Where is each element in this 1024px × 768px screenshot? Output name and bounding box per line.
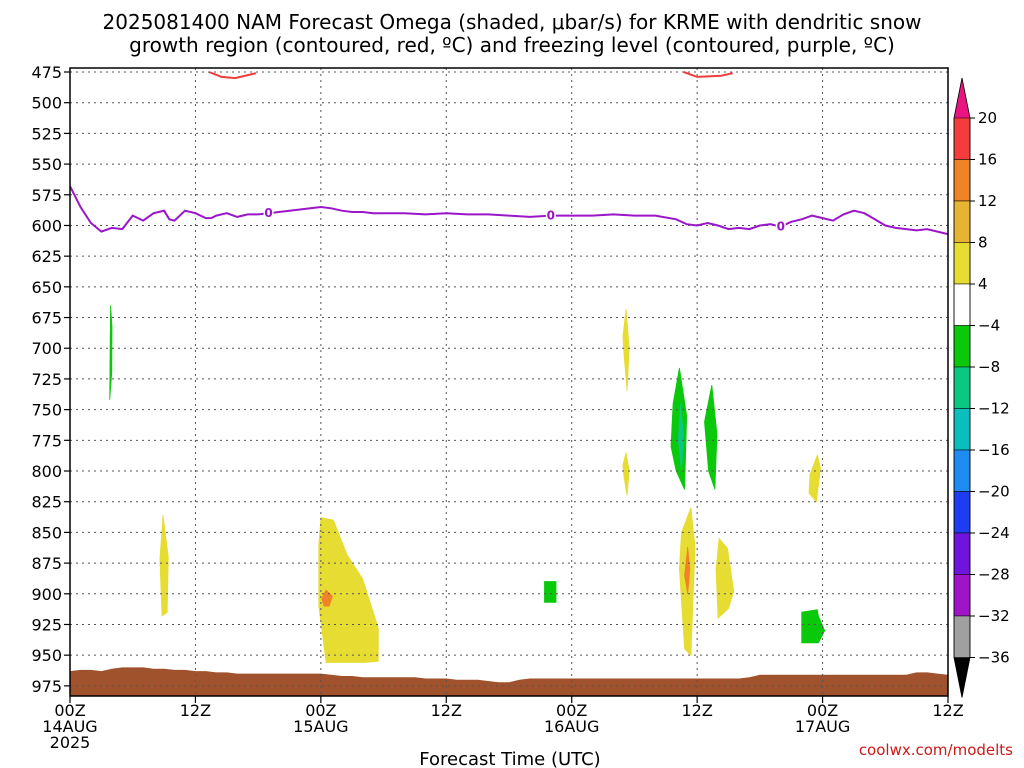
- colorbar-label-13: −36: [978, 649, 1010, 667]
- colorbar-swatch-2: [953, 159, 971, 202]
- y-tick-label-900: 900: [31, 585, 62, 604]
- colorbar-label-1: 16: [978, 151, 997, 169]
- colorbar-label-0: 20: [978, 109, 997, 127]
- freezing-level-label-2: 0: [777, 220, 785, 234]
- colorbar-label-4: 4: [978, 275, 988, 293]
- y-tick-label-950: 950: [31, 646, 62, 665]
- omega-region-6: [622, 452, 630, 496]
- plot-frame: [69, 67, 949, 697]
- omega-region-2: [318, 517, 379, 663]
- x-tick-label-0-0: 00Z: [54, 701, 85, 720]
- x-tick-label-36-0: 12Z: [431, 701, 462, 720]
- chart-title-line-2: growth region (contoured, red, ºC) and f…: [129, 33, 895, 57]
- omega-region-14: [801, 609, 826, 644]
- x-tick-label-60-0: 12Z: [681, 701, 712, 720]
- omega-region-9: [704, 385, 718, 490]
- colorbar-label-12: −32: [978, 607, 1010, 625]
- colorbar-swatch-10: [953, 491, 971, 534]
- y-tick-label-575: 575: [31, 186, 62, 205]
- colorbar-label-6: −8: [978, 358, 1000, 376]
- y-tick-label-600: 600: [31, 216, 62, 235]
- freezing-label-bg-0: [263, 205, 274, 220]
- x-tick-label-12-0: 12Z: [180, 701, 211, 720]
- y-tick-label-800: 800: [31, 462, 62, 481]
- colorbar-label-8: −16: [978, 441, 1010, 459]
- y-tick-label-850: 850: [31, 523, 62, 542]
- colorbar-swatch-8: [953, 408, 971, 451]
- y-tick-label-700: 700: [31, 339, 62, 358]
- colorbar-swatch-5: [953, 283, 971, 326]
- colorbar-swatch-11: [953, 532, 971, 575]
- x-tick-label-48-0: 00Z: [556, 701, 587, 720]
- terrain-fill: [70, 667, 948, 696]
- credit-link[interactable]: coolwx.com/modelts: [859, 741, 1013, 759]
- y-axis: 475 500 525 550 575 600 625 650 675 700 725 750 775 8…: [31, 63, 70, 696]
- colorbar-swatch-1: [953, 117, 971, 160]
- freezing-label-bg-1: [545, 207, 556, 222]
- y-tick-label-675: 675: [31, 309, 62, 328]
- colorbar-swatch-9: [953, 449, 971, 492]
- x-tick-label-0-2: 2025: [50, 733, 91, 752]
- x-tick-label-24-0: 00Z: [305, 701, 336, 720]
- freezing-level-label-0: 0: [264, 206, 272, 220]
- colorbar-swatch-13: [953, 615, 971, 658]
- colorbar-label-7: −12: [978, 400, 1010, 418]
- colorbar-swatch-12: [953, 574, 971, 617]
- y-tick-label-750: 750: [31, 401, 62, 420]
- x-tick-label-24-1: 15AUG: [293, 717, 348, 736]
- y-tick-label-725: 725: [31, 370, 62, 389]
- contour-layer: 0 0 0: [70, 71, 948, 236]
- y-tick-label-500: 500: [31, 94, 62, 113]
- x-tick-label-0-1: 14AUG: [42, 717, 97, 736]
- colorbar: 20 16 12 8 4 −4 −8 −12 −16 −20 −24 −28 −32 −36: [953, 77, 1010, 698]
- omega-region-1: [159, 515, 169, 617]
- colorbar-swatch-7: [953, 366, 971, 409]
- dendritic-contour-1: [683, 71, 733, 78]
- x-tick-label-48-1: 16AUG: [544, 717, 599, 736]
- colorbar-top-triangle: [954, 78, 970, 118]
- omega-region-13: [808, 453, 821, 503]
- omega-shading-layer: [109, 305, 826, 663]
- colorbar-label-11: −28: [978, 566, 1010, 584]
- dendritic-contour-0: [208, 71, 257, 80]
- grid-layer: [70, 68, 948, 696]
- colorbar-swatch-3: [953, 200, 971, 243]
- terrain-layer: [70, 667, 948, 696]
- x-axis-label: Forecast Time (UTC): [419, 749, 600, 768]
- colorbar-label-9: −20: [978, 483, 1010, 501]
- x-tick-label-72-1: 17AUG: [795, 717, 850, 736]
- chart-title-line-1: 2025081400 NAM Forecast Omega (shaded, μ…: [103, 10, 922, 34]
- omega-region-11: [684, 547, 691, 594]
- x-tick-label-84-0: 12Z: [932, 701, 963, 720]
- freezing-label-bg-2: [775, 218, 786, 233]
- colorbar-label-2: 12: [978, 192, 997, 210]
- y-tick-label-525: 525: [31, 124, 62, 143]
- y-tick-label-775: 775: [31, 431, 62, 450]
- freezing-level-line: [70, 185, 948, 236]
- y-tick-label-925: 925: [31, 615, 62, 634]
- omega-region-4: [544, 581, 557, 603]
- y-tick-label-875: 875: [31, 554, 62, 573]
- plot-area: 0 0 0: [70, 68, 948, 696]
- colorbar-label-5: −4: [978, 317, 1000, 335]
- colorbar-label-10: −24: [978, 524, 1010, 542]
- omega-region-5: [622, 308, 630, 392]
- x-tick-label-72-0: 00Z: [807, 701, 838, 720]
- y-tick-label-825: 825: [31, 493, 62, 512]
- y-tick-label-550: 550: [31, 155, 62, 174]
- omega-region-12: [715, 537, 735, 620]
- y-tick-label-650: 650: [31, 278, 62, 297]
- y-tick-label-475: 475: [31, 63, 62, 82]
- freezing-level-label-1: 0: [547, 209, 555, 223]
- colorbar-bottom-triangle: [954, 657, 970, 698]
- colorbar-swatch-4: [953, 242, 971, 285]
- y-tick-label-975: 975: [31, 677, 62, 696]
- colorbar-label-3: 8: [978, 234, 988, 252]
- colorbar-swatch-6: [953, 325, 971, 368]
- y-tick-label-625: 625: [31, 247, 62, 266]
- omega-region-0: [109, 305, 113, 400]
- omega-region-8: [677, 403, 685, 472]
